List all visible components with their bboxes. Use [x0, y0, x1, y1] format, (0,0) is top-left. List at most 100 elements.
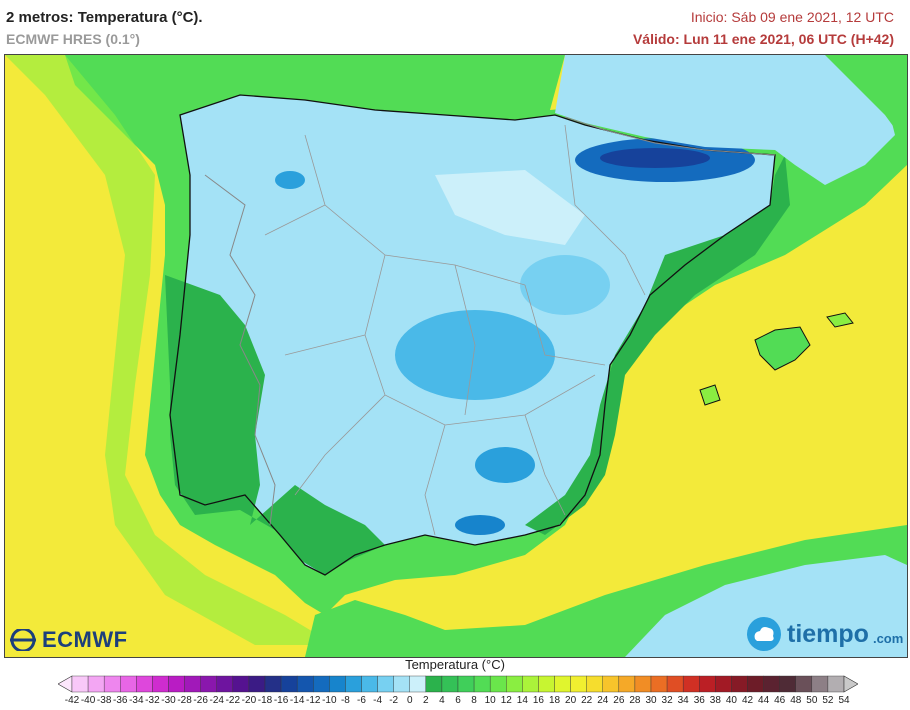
- legend-swatch: [827, 675, 845, 693]
- legend-tick-label: 36: [693, 695, 705, 706]
- legend-tick-label: 8: [471, 695, 477, 706]
- legend-swatch: [425, 675, 443, 693]
- legend-swatch: [296, 675, 314, 693]
- legend-swatch: [473, 675, 491, 693]
- legend-swatch: [618, 675, 636, 693]
- legend-tick-label: -38: [96, 695, 112, 706]
- legend-tick-label: 12: [500, 695, 512, 706]
- legend-tick-label: 48: [790, 695, 802, 706]
- legend-tick-label: -26: [193, 695, 208, 706]
- legend-swatch: [103, 675, 121, 693]
- legend-tick-label: 6: [455, 695, 461, 706]
- legend-tick-label: -4: [373, 695, 383, 706]
- iberian-system-cold: [520, 255, 610, 315]
- legend-swatch: [393, 675, 410, 693]
- sierra-nevada-cold: [475, 447, 535, 483]
- legend-swatch: [666, 675, 684, 693]
- legend-tick-label: 4: [439, 695, 445, 706]
- legend-tick-label: -36: [113, 695, 128, 706]
- south-cold-spot: [455, 515, 505, 535]
- legend-tick-label: -18: [257, 695, 273, 706]
- legend-swatch: [779, 675, 796, 693]
- legend-tick-label: 46: [774, 695, 786, 706]
- legend-swatch: [87, 675, 105, 693]
- legend-swatch: [489, 675, 507, 693]
- legend-swatch: [634, 675, 652, 693]
- legend-tick-label: -34: [129, 695, 144, 706]
- legend-swatch: [313, 675, 330, 693]
- cloud-logo-icon: [747, 617, 781, 651]
- legend-tick-label: 0: [406, 695, 413, 706]
- pyrenees-border: [564, 116, 776, 156]
- legend-tick-label: -30: [161, 695, 176, 706]
- legend-tick-label: 44: [758, 695, 770, 706]
- legend-title: Temperatura (°C): [405, 657, 505, 672]
- legend-tick-label: 14: [516, 695, 528, 706]
- legend-tick-label: 30: [645, 695, 657, 706]
- legend-tick-label: -24: [209, 695, 224, 706]
- legend-swatch: [682, 675, 700, 693]
- legend-tick-label: -42: [64, 695, 80, 706]
- legend-tick-label: 42: [741, 695, 754, 706]
- legend-tick-label: -2: [389, 695, 399, 706]
- legend-swatch: [329, 675, 346, 693]
- temperature-map[interactable]: [4, 54, 908, 658]
- legend-swatch: [377, 675, 394, 693]
- legend-swatch: [280, 675, 298, 693]
- legend-swatch: [715, 675, 732, 693]
- legend-tick-label: 2: [423, 695, 429, 706]
- legend-swatch: [650, 675, 668, 693]
- legend-swatch: [152, 675, 169, 693]
- legend-swatch: [248, 675, 266, 693]
- region-borders: [264, 124, 646, 536]
- map-canvas: [5, 55, 907, 657]
- legend-tick-label: -20: [241, 695, 257, 706]
- legend-tick-label: -14: [289, 695, 305, 706]
- legend-arrow-left: [58, 675, 73, 693]
- tiempo-logo-text: tiempo: [787, 619, 869, 648]
- legend-tick-label: -12: [306, 695, 321, 706]
- mallorca: [754, 326, 811, 371]
- legend-tick-label: -8: [340, 695, 350, 706]
- legend-tick-label: -16: [273, 695, 289, 706]
- legend-swatch: [811, 675, 829, 693]
- legend-swatch: [409, 675, 427, 693]
- pyrenees-core-dark: [600, 148, 710, 168]
- model-label: ECMWF HRES (0.1°): [6, 31, 140, 47]
- legend-tick-label: -28: [177, 695, 192, 706]
- ecmwf-logo: ECMWF: [8, 627, 128, 653]
- central-cold-area: [395, 310, 555, 400]
- legend-swatch: [232, 675, 250, 693]
- legend-tick-label: 28: [629, 695, 641, 706]
- legend-tick-label: -40: [80, 695, 96, 706]
- tiempo-logo[interactable]: tiempo .com: [745, 615, 903, 653]
- legend-tick-label: 16: [532, 695, 544, 706]
- ecmwf-logo-text: ECMWF: [42, 627, 128, 652]
- valid-time: Válido: Lun 11 ene 2021, 06 UTC (H+42): [632, 31, 894, 47]
- legend-arrow-right: [843, 675, 858, 693]
- legend-swatch: [216, 675, 234, 693]
- map-title: 2 metros: Temperatura (°C).: [6, 9, 203, 26]
- legend-tick-label: 50: [806, 695, 818, 706]
- init-time: Inicio: Sáb 09 ene 2021, 12 UTC: [690, 9, 894, 25]
- legend-swatch: [699, 675, 716, 693]
- east-coast-green: [525, 155, 790, 535]
- legend-swatch: [522, 675, 539, 693]
- legend-swatch: [602, 675, 620, 693]
- legend-tick-label: 34: [677, 695, 689, 706]
- legend-swatch: [361, 675, 378, 693]
- ibiza: [699, 384, 721, 406]
- legend-colorbar: [58, 675, 858, 693]
- legend-tick-label: 26: [613, 695, 625, 706]
- legend-swatch: [554, 675, 571, 693]
- legend-tick-label: 24: [597, 695, 609, 706]
- legend-swatch: [441, 675, 459, 693]
- legend-swatch: [345, 675, 362, 693]
- legend-tick-label: 38: [709, 695, 721, 706]
- legend-swatch: [506, 675, 523, 693]
- legend-swatch: [457, 675, 475, 693]
- legend-swatch: [586, 675, 603, 693]
- coastline: [169, 94, 776, 576]
- legend-tick-label: 10: [484, 695, 496, 706]
- atlas-cold-area: [625, 555, 907, 657]
